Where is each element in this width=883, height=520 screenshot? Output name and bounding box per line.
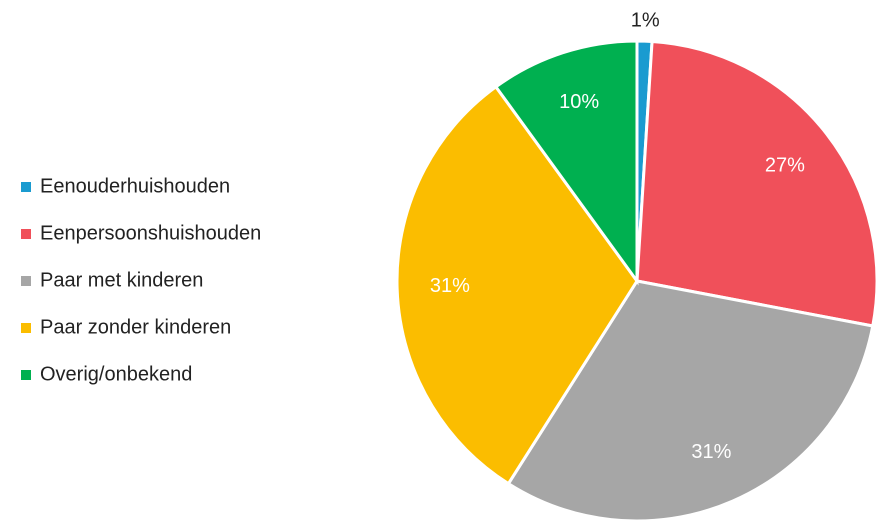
legend-label: Eenouderhuishouden xyxy=(40,175,230,197)
legend-label: Eenpersoonshuishouden xyxy=(40,222,261,244)
data-label: 10% xyxy=(559,91,599,113)
pie-slice xyxy=(395,84,639,486)
data-label: 31% xyxy=(691,441,731,463)
legend-label: Paar zonder kinderen xyxy=(40,316,231,338)
legend-swatch xyxy=(21,276,31,286)
legend-swatch xyxy=(21,370,31,380)
data-label: 27% xyxy=(765,155,805,177)
pie-slice xyxy=(493,39,639,286)
pie-slice xyxy=(635,39,879,328)
data-label: 1% xyxy=(631,9,660,31)
legend-label: Paar met kinderen xyxy=(40,269,203,291)
legend-label: Overig/onbekend xyxy=(40,363,192,385)
data-label: 31% xyxy=(430,275,470,297)
legend-swatch xyxy=(21,323,31,333)
legend-swatch xyxy=(21,182,31,192)
legend-swatch xyxy=(21,229,31,239)
